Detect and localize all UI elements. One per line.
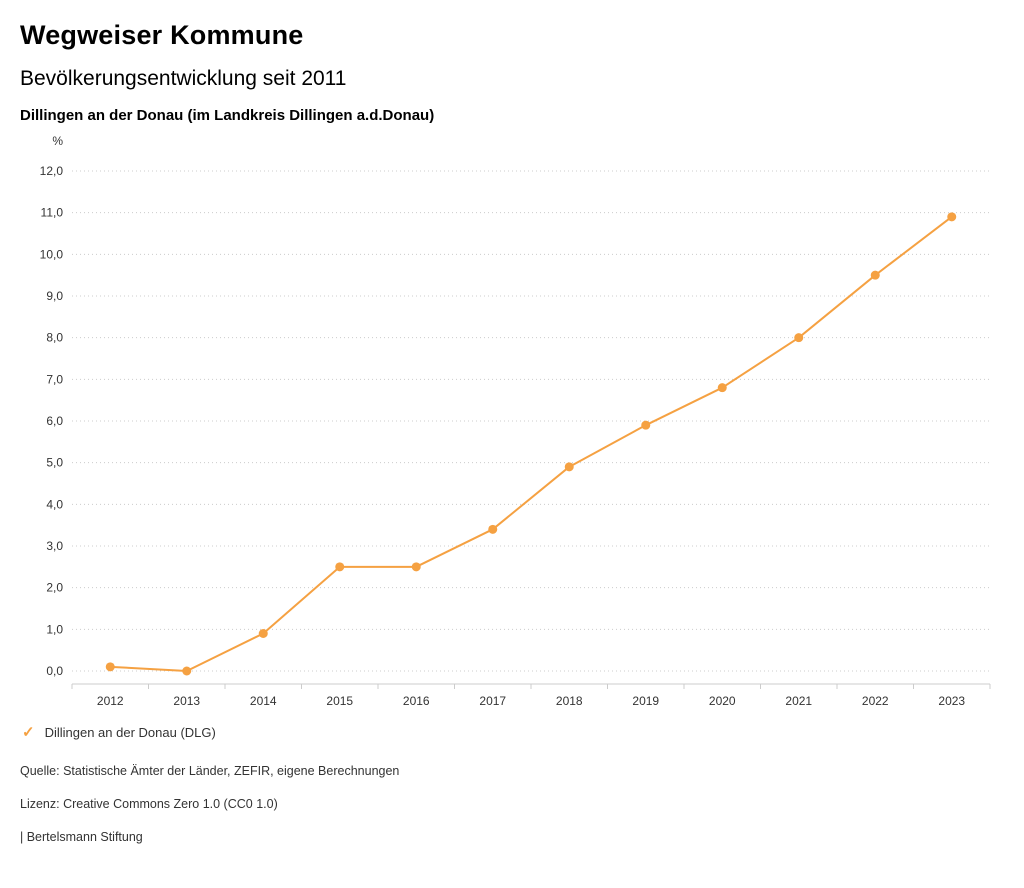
data-point[interactable] <box>564 462 574 472</box>
x-tick-label: 2021 <box>785 694 812 708</box>
x-tick-label: 2019 <box>632 694 659 708</box>
x-tick-label: 2014 <box>250 694 277 708</box>
license-text: Lizenz: Creative Commons Zero 1.0 (CC0 1… <box>20 797 278 811</box>
population-line-chart: 0,0 1,0 2,0 3,0 4,0 5,0 6,0 7,0 8,0 9,0 10,0 11,0 12… <box>20 126 1004 723</box>
data-point[interactable] <box>411 562 421 572</box>
chart-location-subtitle: Dillingen an der Donau (im Landkreis Dil… <box>20 107 435 124</box>
y-tick-label: 4,0 <box>46 497 63 511</box>
y-tick-label: 12,0 <box>40 164 64 178</box>
x-tick-label: 2018 <box>556 694 583 708</box>
x-tick-label: 2016 <box>403 694 430 708</box>
data-point[interactable] <box>947 212 957 222</box>
data-point[interactable] <box>717 383 727 393</box>
y-tick-label: 10,0 <box>40 247 64 261</box>
legend-item[interactable]: ✓ Dillingen an der Donau (DLG) <box>22 725 1004 740</box>
y-tick-label: 11,0 <box>41 206 64 220</box>
y-tick-label: 2,0 <box>46 581 63 595</box>
data-point[interactable] <box>105 662 115 672</box>
y-tick-label: 1,0 <box>46 622 63 636</box>
app-title: Wegweiser Kommune <box>20 20 304 50</box>
y-tick-label: 8,0 <box>46 331 63 345</box>
x-tick-label: 2013 <box>173 694 200 708</box>
y-tick-label: 6,0 <box>46 414 63 428</box>
data-point[interactable] <box>641 420 651 430</box>
x-tick-label: 2012 <box>97 694 124 708</box>
legend-label: Dillingen an der Donau (DLG) <box>44 725 216 740</box>
data-point[interactable] <box>488 524 498 534</box>
x-tick-label: 2022 <box>862 694 889 708</box>
y-tick-label: 7,0 <box>46 372 63 386</box>
chart-title: Bevölkerungsentwicklung seit 2011 <box>20 67 347 90</box>
chart-svg: 0,0 1,0 2,0 3,0 4,0 5,0 6,0 7,0 8,0 9,0 10,0 11,0 12… <box>40 134 991 708</box>
source-text: Quelle: Statistische Ämter der Länder, Z… <box>20 764 400 778</box>
y-tick-label: 5,0 <box>46 456 63 470</box>
series-line <box>109 215 953 672</box>
x-tick-label: 2017 <box>479 694 506 708</box>
data-point[interactable] <box>182 666 192 676</box>
y-tick-label: 0,0 <box>46 664 63 678</box>
x-tick-label: 2023 <box>938 694 965 708</box>
x-tick-label: 2020 <box>709 694 736 708</box>
data-point[interactable] <box>258 629 268 638</box>
data-point[interactable] <box>335 562 345 572</box>
x-tick-label: 2015 <box>326 694 353 708</box>
y-axis-unit-label: % <box>52 134 63 148</box>
data-point[interactable] <box>794 333 804 343</box>
attribution-text: | Bertelsmann Stiftung <box>20 830 143 844</box>
data-point[interactable] <box>870 270 880 280</box>
y-tick-label: 9,0 <box>46 289 63 303</box>
legend-check-icon: ✓ <box>22 724 35 741</box>
y-tick-label: 3,0 <box>46 539 63 553</box>
